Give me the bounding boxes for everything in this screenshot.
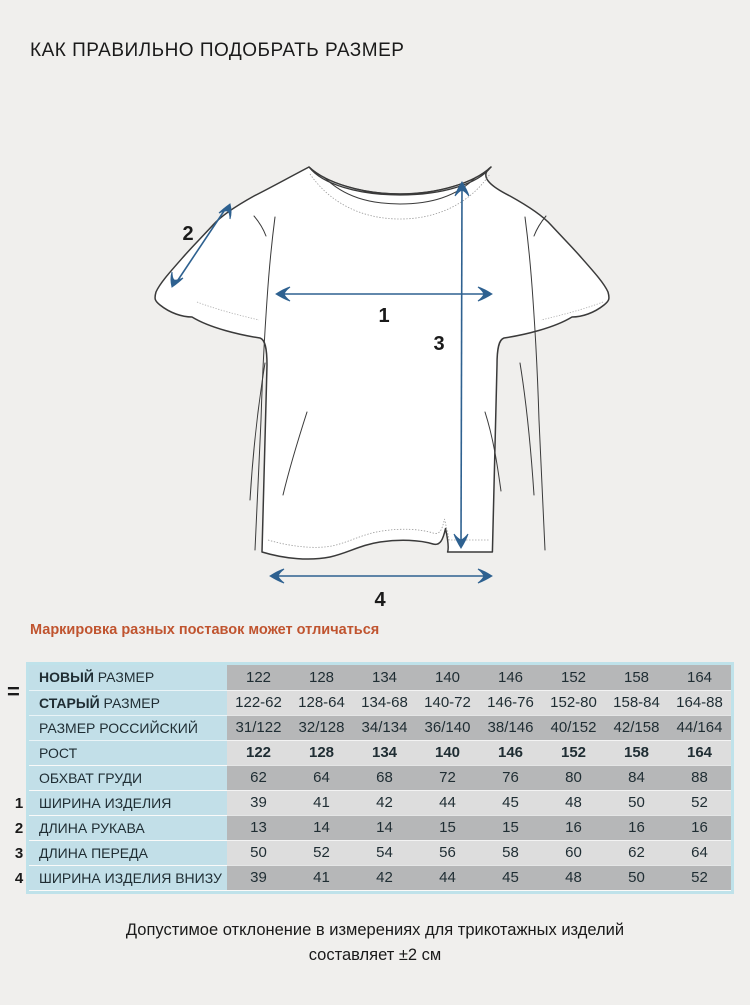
svg-text:1: 1 [378,305,389,327]
svg-text:4: 4 [374,589,386,611]
svg-text:2: 2 [182,223,193,245]
svg-text:3: 3 [433,333,444,355]
